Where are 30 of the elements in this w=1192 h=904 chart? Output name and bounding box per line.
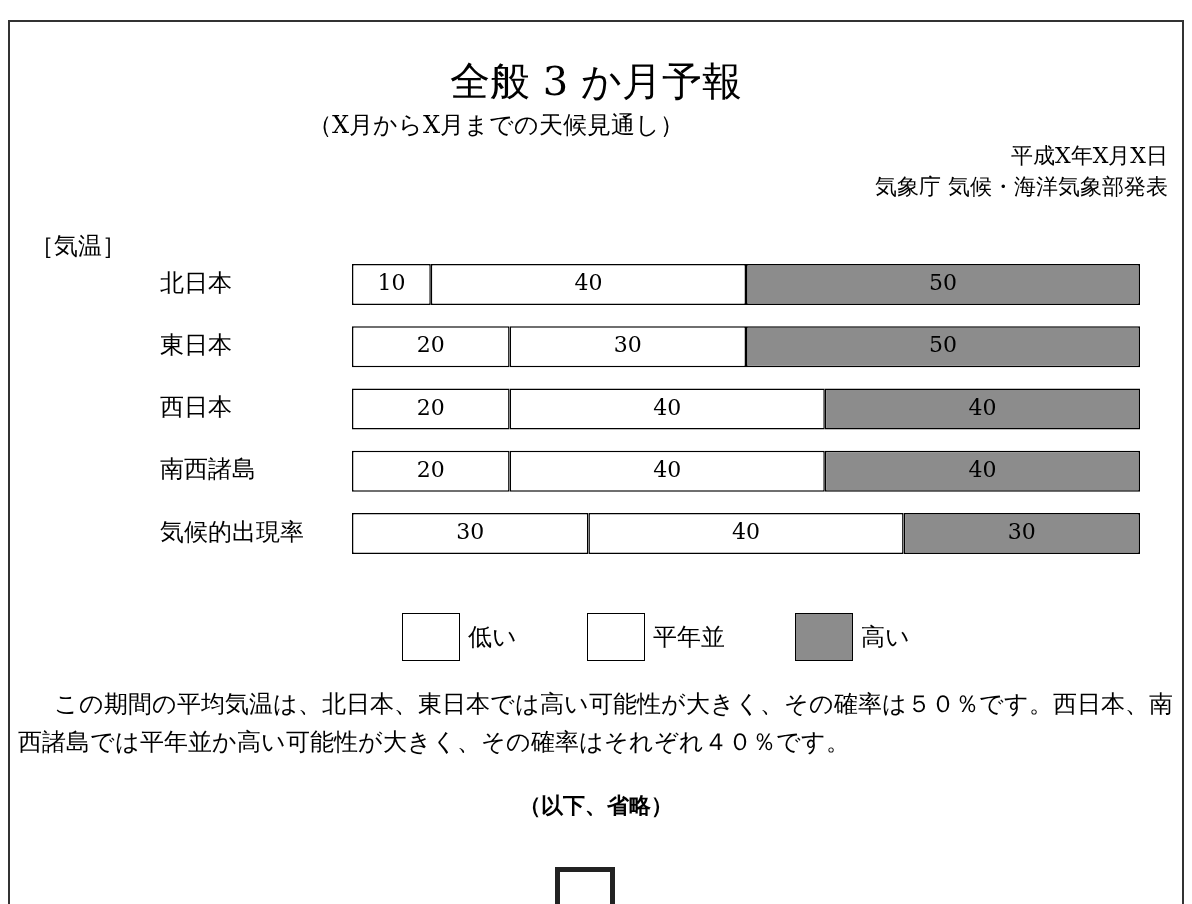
data-label: 40 bbox=[732, 518, 760, 544]
data-label: 40 bbox=[968, 394, 997, 420]
y-axis-title: ［気温］ bbox=[30, 231, 126, 262]
text: 気象庁 気候・海洋気象部発表 bbox=[874, 172, 1168, 201]
data-label: 30 bbox=[613, 332, 642, 358]
y-tick-label: 南西諸島 bbox=[160, 455, 256, 484]
chart-title: 全般 3 か月予報 bbox=[449, 57, 743, 106]
data-label: 20 bbox=[416, 394, 445, 420]
data-label: 20 bbox=[416, 456, 445, 482]
text: 平年並 bbox=[653, 621, 725, 653]
y-tick-label: 気候的出現率 bbox=[160, 517, 304, 546]
text: （以下、省略） bbox=[518, 792, 674, 821]
data-label: 20 bbox=[416, 332, 445, 358]
text: 低い bbox=[468, 621, 517, 653]
data-label: 30 bbox=[456, 518, 485, 544]
text: この期間の平均気温は、北日本、東日本では高い可能性が大きく、その確率は５０％です。西日本、南西諸島では平年並か高い可能性が大きく、その確率はそれぞれ４０％です。 bbox=[18, 688, 1174, 758]
data-label: 50 bbox=[929, 269, 957, 295]
legend-label: 高い bbox=[861, 621, 910, 653]
data-label: 40 bbox=[574, 269, 603, 295]
y-tick-label: 西日本 bbox=[160, 392, 232, 421]
data-label: 10 bbox=[377, 269, 406, 295]
chart-subtitle: （X月からX月までの天候見通し） bbox=[306, 110, 686, 141]
text: 平成X年X月X日 bbox=[1010, 142, 1168, 170]
data-label: 40 bbox=[968, 456, 997, 482]
data-label: 50 bbox=[929, 332, 957, 358]
data-label: 40 bbox=[653, 394, 682, 420]
data-label: 30 bbox=[1007, 518, 1036, 544]
y-tick-label: 東日本 bbox=[160, 330, 232, 359]
data-label: 40 bbox=[653, 456, 682, 482]
y-tick-label: 北日本 bbox=[160, 268, 232, 297]
